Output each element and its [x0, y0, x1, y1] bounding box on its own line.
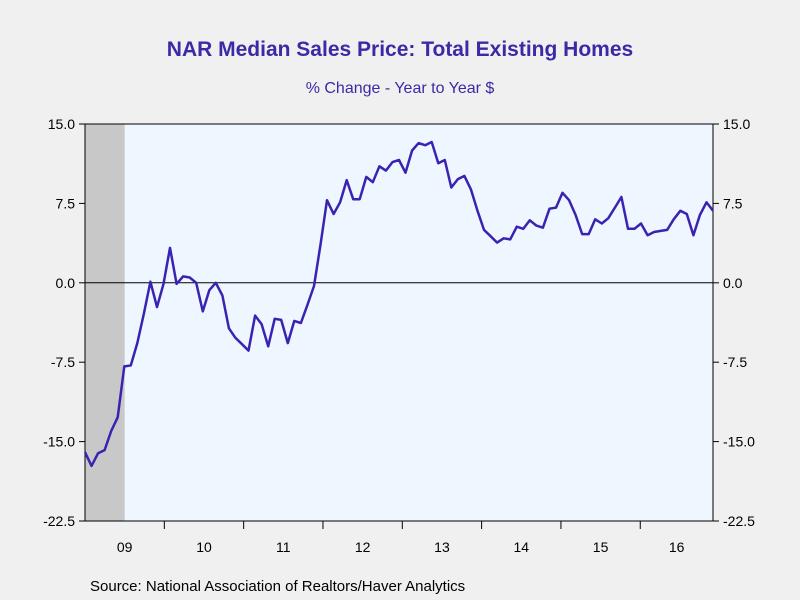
x-tick-label: 11: [276, 539, 291, 555]
x-tick-label: 15: [593, 539, 609, 555]
x-tick-label: 09: [117, 539, 133, 555]
y-tick-label-right: -22.5: [723, 513, 755, 529]
y-tick-label-right: 0.0: [723, 275, 743, 291]
y-tick-label-right: -7.5: [723, 354, 747, 370]
x-tick-label: 13: [434, 539, 450, 555]
series-line: [83, 140, 714, 468]
x-tick-label: 10: [196, 539, 212, 555]
y-tick-label-left: -22.5: [43, 513, 75, 529]
y-tick-label-right: -15.0: [723, 434, 755, 450]
plot-border: [84, 123, 714, 522]
recession-shading: [85, 124, 125, 521]
chart-title: NAR Median Sales Price: Total Existing H…: [166, 38, 634, 61]
y-tick-label-right: 15.0: [723, 116, 750, 132]
y-tick-label-left: 15.0: [48, 116, 75, 132]
y-tick-label-left: -7.5: [51, 354, 75, 370]
y-tick-label-left: 0.0: [56, 275, 76, 291]
x-tick-label: 16: [669, 539, 685, 555]
x-tick-label: 14: [513, 539, 529, 555]
chart-subtitle: % Change - Year to Year $: [305, 80, 495, 97]
y-tick-label-left: 7.5: [56, 195, 76, 211]
x-tick-label: 12: [355, 539, 371, 555]
plot-area: [85, 124, 713, 521]
y-tick-label-left: -15.0: [43, 434, 75, 450]
y-tick-label-right: 7.5: [723, 195, 743, 211]
source-note: Source: National Association of Realtors…: [90, 578, 466, 595]
